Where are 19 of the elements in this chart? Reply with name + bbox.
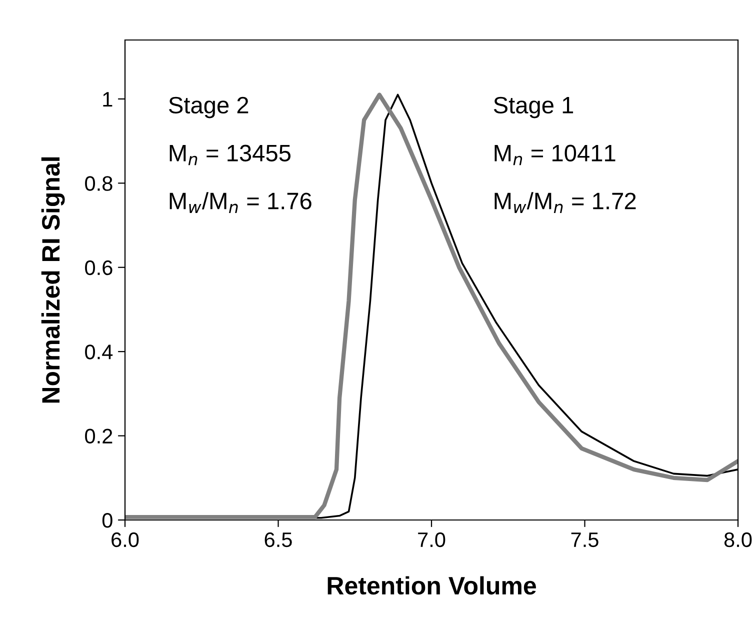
y-tick-label: 0.2 [85,428,112,444]
y-axis-title: Normalized RI Signal [41,157,65,403]
x-tick-label: 6.5 [264,532,292,548]
x-tick-label: 8.0 [724,532,752,548]
annotation: M$_{w}$/M$_{n}$ = 1.72 [494,192,636,214]
x-tick-label: 6.0 [112,532,139,548]
y-tick-label: 0.6 [85,260,112,276]
annotation: Stage 1 [494,96,574,118]
y-tick-label: 0.4 [85,344,113,360]
x-axis-title: Retention Volume [328,576,536,595]
y-tick-label: 1 [103,92,112,106]
annotation: M$_{n}$ = 10411 [494,144,616,166]
annotation: M$_{n}$ = 13455 [170,144,290,166]
y-tick-label: 0 [102,513,112,528]
annotation: Stage 2 [168,96,248,118]
y-tick-label: 0.8 [85,176,112,191]
annotation: M$_{w}$/M$_{n}$ = 1.76 [170,192,312,214]
x-tick-label: 7.0 [418,532,446,548]
x-tick-label: 7.5 [571,532,598,548]
